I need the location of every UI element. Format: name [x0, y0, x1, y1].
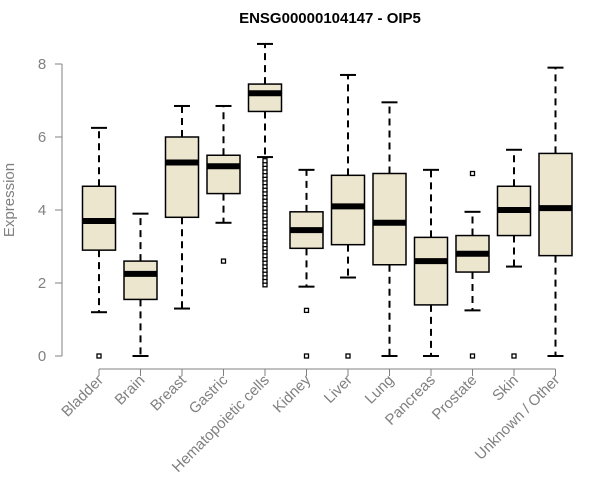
box-bladder	[81, 126, 117, 359]
iqr-box	[538, 152, 573, 257]
box-lung	[372, 101, 407, 357]
x-tick-label: Bladder	[58, 372, 107, 421]
y-tick-label: 2	[38, 275, 46, 292]
box-hematopoietic-cells	[247, 42, 283, 288]
boxes-group	[81, 42, 573, 359]
outlier-point	[220, 258, 227, 264]
iqr-box	[372, 172, 407, 266]
outlier-point	[303, 353, 310, 359]
outlier-point	[469, 353, 476, 359]
y-axis: 0 2 4 6 8	[38, 56, 63, 365]
y-tick-label: 0	[38, 348, 46, 365]
x-tick-label: Liver	[321, 372, 356, 407]
iqr-box	[330, 174, 366, 246]
iqr-box	[206, 154, 241, 195]
x-tick-label: Brain	[112, 372, 149, 409]
box-gastric	[206, 104, 241, 264]
x-tick-label: Breast	[147, 371, 190, 414]
iqr-box	[413, 236, 449, 306]
iqr-box	[247, 83, 283, 113]
box-prostate	[455, 170, 490, 359]
box-liver	[330, 73, 366, 359]
outlier-point	[96, 353, 102, 359]
x-tick-label: Prostate	[429, 372, 481, 424]
outlier-point	[511, 353, 517, 359]
y-tick-label: 8	[38, 56, 46, 73]
iqr-box	[164, 136, 200, 219]
box-kidney	[289, 168, 324, 359]
outlier-point	[469, 170, 476, 177]
box-unknown-other	[538, 66, 573, 357]
y-axis-label: Expression	[1, 163, 18, 237]
chart-title: ENSG00000104147 - OIP5	[239, 10, 421, 27]
x-tick-label: Lung	[362, 372, 398, 408]
outlier-point	[303, 307, 310, 314]
x-tick-label: Skin	[489, 372, 522, 405]
y-tick-label: 4	[38, 202, 46, 219]
outlier-point	[345, 353, 351, 359]
box-pancreas	[413, 168, 449, 357]
iqr-box	[123, 260, 158, 301]
y-tick-label: 6	[38, 129, 46, 146]
box-breast	[164, 104, 200, 310]
box-skin	[496, 148, 532, 359]
x-tick-label: Kidney	[270, 371, 315, 416]
box-brain	[123, 212, 158, 357]
outlier-point	[262, 158, 268, 164]
